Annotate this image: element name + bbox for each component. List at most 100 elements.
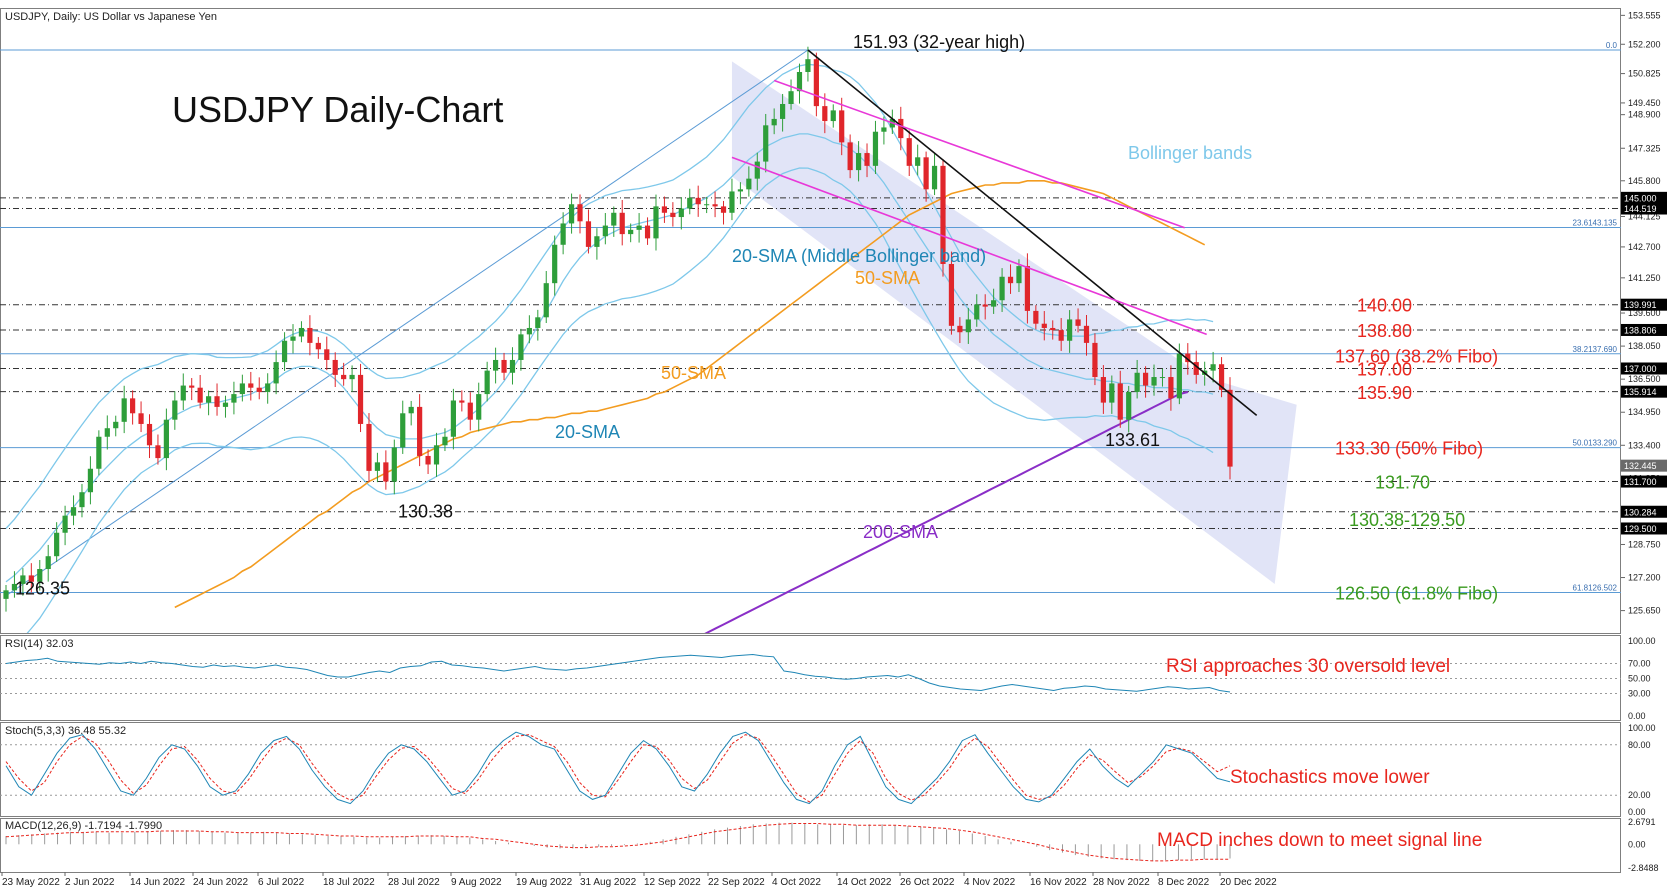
sma50-line	[174, 180, 1206, 609]
bull-candle	[568, 204, 575, 224]
price-axis-label: 141.250	[1628, 273, 1661, 283]
macd-axis-label: 2.6791	[1628, 817, 1656, 827]
bear-candle	[644, 225, 651, 239]
price-annotation: 130.38	[398, 502, 453, 522]
date-axis-label: 24 Jun 2022	[193, 877, 248, 888]
stoch-signal-line	[5, 734, 1231, 803]
bear-candle	[1075, 319, 1081, 326]
bull-candle	[222, 402, 229, 407]
bull-candle	[374, 462, 381, 471]
bull-candle	[87, 468, 94, 493]
sma200-line	[704, 391, 1189, 633]
bear-candle	[1218, 364, 1225, 390]
price-tag-box	[1621, 459, 1667, 472]
bear-candle	[839, 110, 845, 143]
bear-candle	[898, 118, 904, 139]
date-axis-label: 2 Jun 2022	[65, 877, 115, 888]
bear-candle	[822, 106, 828, 122]
bear-candle	[923, 157, 929, 190]
bull-candle	[999, 276, 1005, 301]
rsi-annotation: RSI approaches 30 oversold level	[1166, 656, 1450, 677]
price-axis-label: 125.650	[1628, 606, 1661, 616]
macd-panel-frame	[0, 818, 1621, 873]
date-axis-label: 8 Dec 2022	[1158, 877, 1210, 888]
price-tag-label: 131.700	[1624, 477, 1657, 487]
bear-candle	[146, 423, 153, 446]
stoch-axis-label: 80.00	[1628, 740, 1651, 750]
bull-candle	[535, 317, 541, 328]
bear-candle	[1100, 377, 1106, 403]
rsi-line	[5, 653, 1231, 693]
date-axis-label: 26 Oct 2022	[900, 877, 955, 888]
bear-candle	[695, 197, 701, 205]
bear-candle	[248, 383, 254, 388]
rsi-axis-label: 0.00	[1628, 711, 1646, 721]
date-axis-label: 14 Oct 2022	[837, 877, 892, 888]
bear-candle	[585, 221, 592, 247]
bear-candle	[189, 385, 195, 388]
bear-candle	[155, 445, 161, 459]
price-tag-label: 132.445	[1624, 461, 1657, 471]
bull-candle	[704, 204, 710, 206]
stoch-axis-label: 20.00	[1628, 790, 1651, 800]
bear-candle	[1050, 327, 1056, 331]
price-axis-label: 148.900	[1628, 110, 1661, 120]
rsi-axis-label: 30.00	[1628, 689, 1651, 699]
bear-candle	[383, 462, 389, 482]
price-axis-label: 153.555	[1628, 10, 1661, 20]
price-tag-box	[1621, 323, 1667, 336]
bull-candle	[771, 118, 777, 126]
bull-candle	[273, 362, 279, 384]
bull-candle	[788, 91, 794, 104]
bear-candle	[813, 59, 819, 107]
macd-title: MACD(12,26,9) -1.7194 -1.7990	[5, 820, 162, 832]
fibo-level-label: 0.0	[1606, 41, 1618, 50]
price-annotation: 133.61	[1105, 430, 1160, 450]
price-level-label: 138.80	[1357, 321, 1412, 341]
chart-title: USDJPY Daily-Chart	[172, 89, 503, 130]
date-axis-label: 4 Oct 2022	[772, 877, 821, 888]
price-annotation: 151.93 (32-year high)	[853, 32, 1025, 52]
price-axis-label: 128.750	[1628, 539, 1661, 549]
bollinger-upper-band	[5, 63, 1214, 529]
bear-candle	[712, 204, 718, 207]
date-axis-label: 4 Nov 2022	[964, 877, 1016, 888]
bull-candle	[602, 225, 608, 237]
bull-candle	[113, 421, 119, 429]
bear-candle	[256, 387, 262, 392]
price-axis-label: 134.950	[1628, 407, 1661, 417]
price-tag-label: 145.000	[1624, 193, 1657, 203]
sma20-middle-band	[5, 133, 1214, 583]
bear-candle	[501, 359, 507, 373]
rsi-axis-label: 50.00	[1628, 674, 1651, 684]
bull-candle	[746, 178, 752, 190]
price-axis-label: 127.200	[1628, 573, 1661, 583]
bull-candle	[1109, 383, 1115, 403]
bear-candle	[130, 398, 136, 414]
bear-candle	[28, 575, 34, 582]
bear-candle	[1024, 266, 1031, 311]
bear-candle	[948, 263, 955, 326]
date-axis-label: 6 Jul 2022	[258, 877, 305, 888]
bull-candle	[281, 340, 288, 363]
stoch-axis-label: 100.00	[1628, 723, 1656, 733]
bull-candle	[96, 436, 102, 469]
indicator-label: Bollinger bands	[1128, 143, 1252, 163]
bull-candle	[855, 153, 862, 171]
price-tag-label: 144.519	[1624, 204, 1657, 214]
indicator-label: 20-SMA	[555, 422, 620, 442]
bull-candle	[400, 413, 406, 448]
bear-candle	[1168, 377, 1174, 399]
macd-axis-label: -2.8488	[1628, 863, 1659, 873]
bear-candle	[315, 342, 321, 350]
bear-candle	[670, 212, 676, 218]
bull-candle	[1067, 319, 1073, 341]
bull-candle	[442, 436, 448, 446]
bull-candle	[796, 71, 803, 92]
bull-candle	[3, 590, 9, 599]
bull-candle	[687, 197, 693, 209]
price-axis-label: 145.800	[1628, 176, 1661, 186]
bear-candle	[197, 387, 203, 403]
date-axis-label: 9 Aug 2022	[451, 877, 502, 888]
